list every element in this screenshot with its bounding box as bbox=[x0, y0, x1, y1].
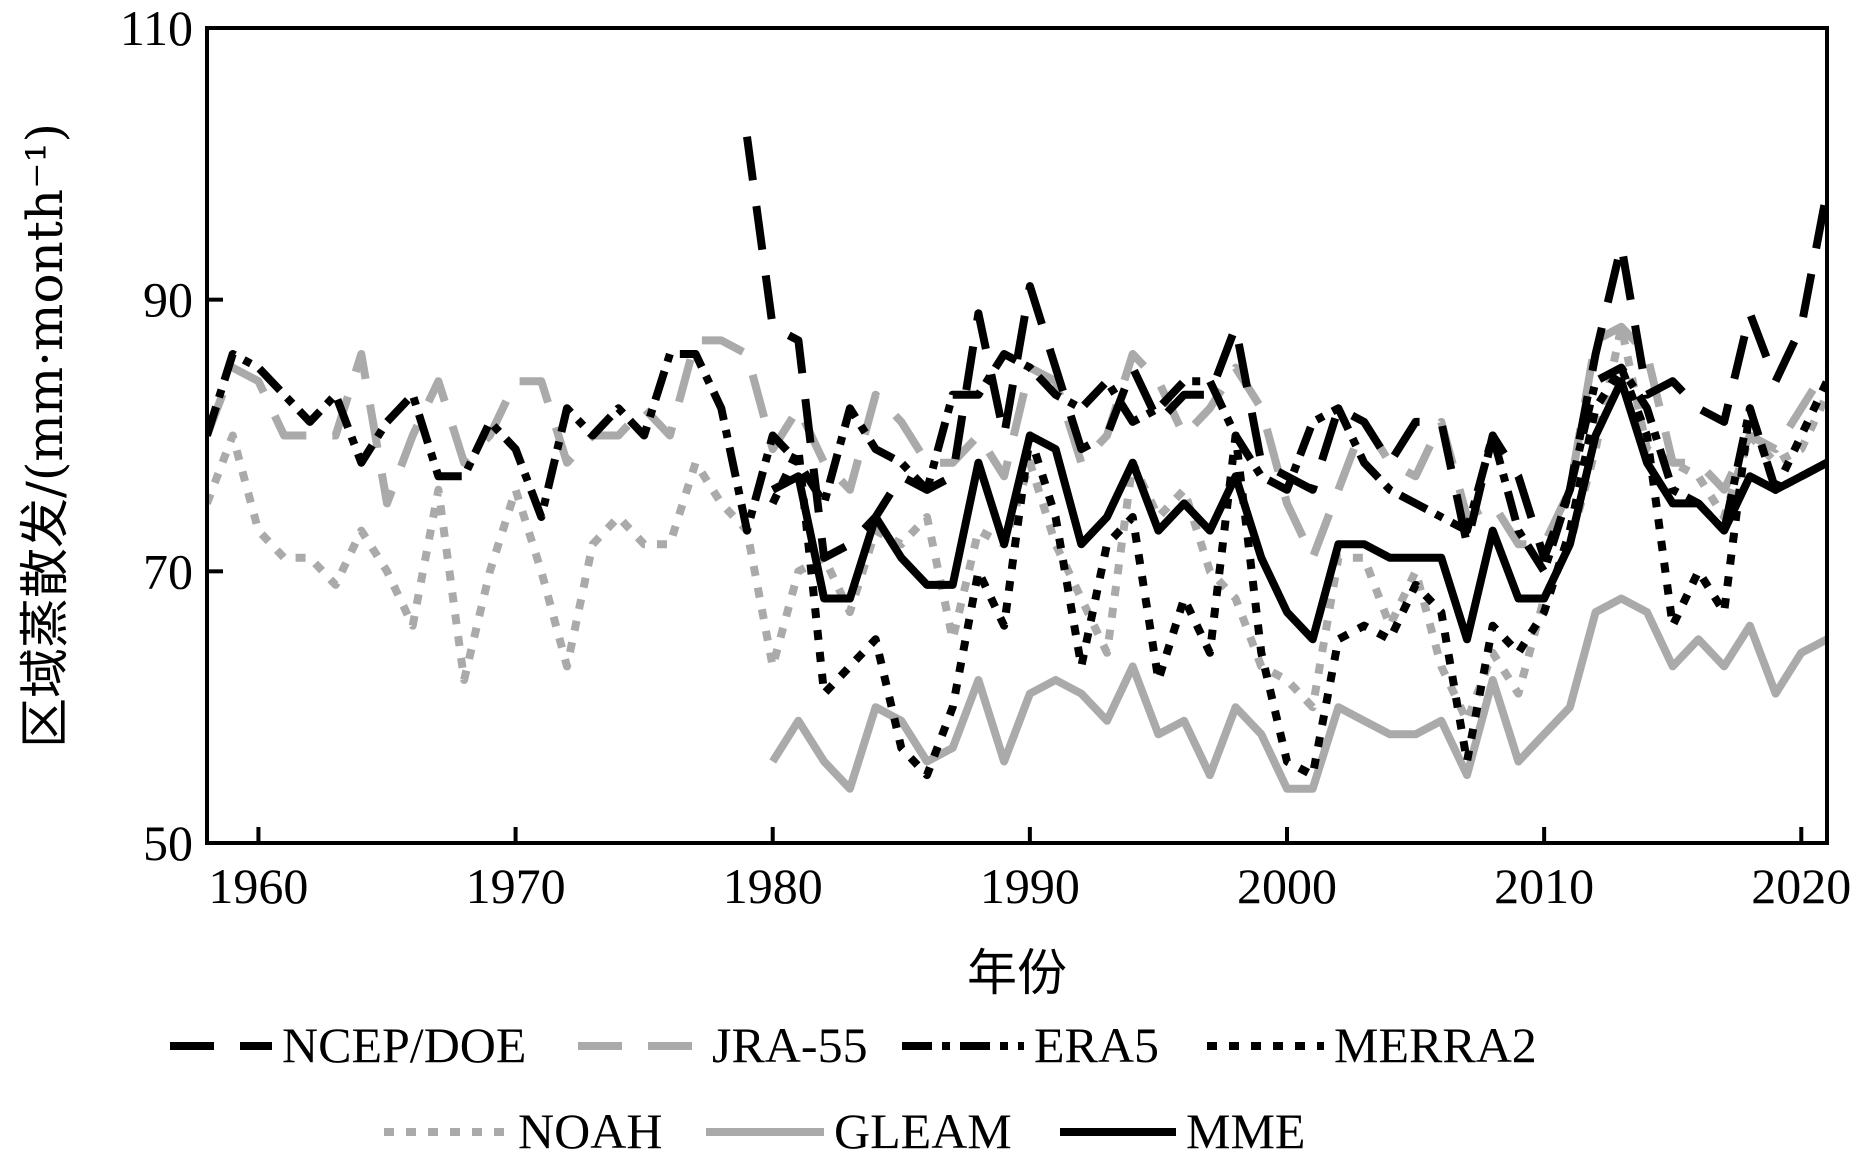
legend-item: GLEAM bbox=[706, 1103, 1012, 1159]
legend-item: JRA-55 bbox=[578, 1017, 868, 1073]
legend-item: ERA5 bbox=[902, 1017, 1159, 1073]
x-tick-label: 1970 bbox=[466, 858, 566, 914]
legend-label: ERA5 bbox=[1034, 1017, 1159, 1073]
y-tick-label: 50 bbox=[143, 815, 193, 871]
legend-item: NCEP/DOE bbox=[170, 1017, 526, 1073]
legend-item: MME bbox=[1060, 1103, 1305, 1159]
series-line-merra2 bbox=[769, 363, 1827, 780]
x-tick-label: 1960 bbox=[208, 858, 308, 914]
x-tick-label: 2010 bbox=[1494, 858, 1594, 914]
legend-label: JRA-55 bbox=[712, 1017, 868, 1073]
series-line-jra-55 bbox=[207, 322, 1827, 562]
legend: NCEP/DOE JRA-55 ERA5 MERRA2 NOAH GLEAM MME bbox=[170, 1017, 1537, 1159]
legend-label: MERRA2 bbox=[1334, 1017, 1537, 1073]
legend-label: NCEP/DOE bbox=[282, 1017, 526, 1073]
legend-label: NOAH bbox=[518, 1103, 662, 1159]
plot-frame bbox=[205, 26, 1829, 845]
legend-item: NOAH bbox=[384, 1103, 662, 1159]
plot-area bbox=[207, 136, 1827, 793]
series-line-gleam bbox=[769, 594, 1827, 793]
series-line-mme bbox=[770, 377, 1827, 644]
legend-label: GLEAM bbox=[834, 1103, 1012, 1159]
x-tick-label: 2000 bbox=[1237, 858, 1337, 914]
legend-item: MERRA2 bbox=[1207, 1017, 1537, 1073]
x-tick-label: 2020 bbox=[1751, 858, 1851, 914]
y-axis-title: 区域蒸散发/(mm·month⁻¹) bbox=[16, 123, 74, 748]
series-line-era5 bbox=[207, 350, 1827, 576]
x-tick-label: 1990 bbox=[980, 858, 1080, 914]
legend-label: MME bbox=[1186, 1103, 1305, 1159]
y-tick-label: 90 bbox=[143, 272, 193, 328]
series-line-ncep-doe bbox=[743, 136, 1827, 562]
axes: 1960 1970 1980 1990 2000 2010 2020 50 70 90 110 bbox=[120, 0, 1851, 914]
y-tick-label: 110 bbox=[120, 0, 193, 56]
y-tick-label: 70 bbox=[143, 543, 193, 599]
x-tick-label: 1980 bbox=[723, 858, 823, 914]
x-axis-title: 年份 bbox=[967, 944, 1067, 1002]
